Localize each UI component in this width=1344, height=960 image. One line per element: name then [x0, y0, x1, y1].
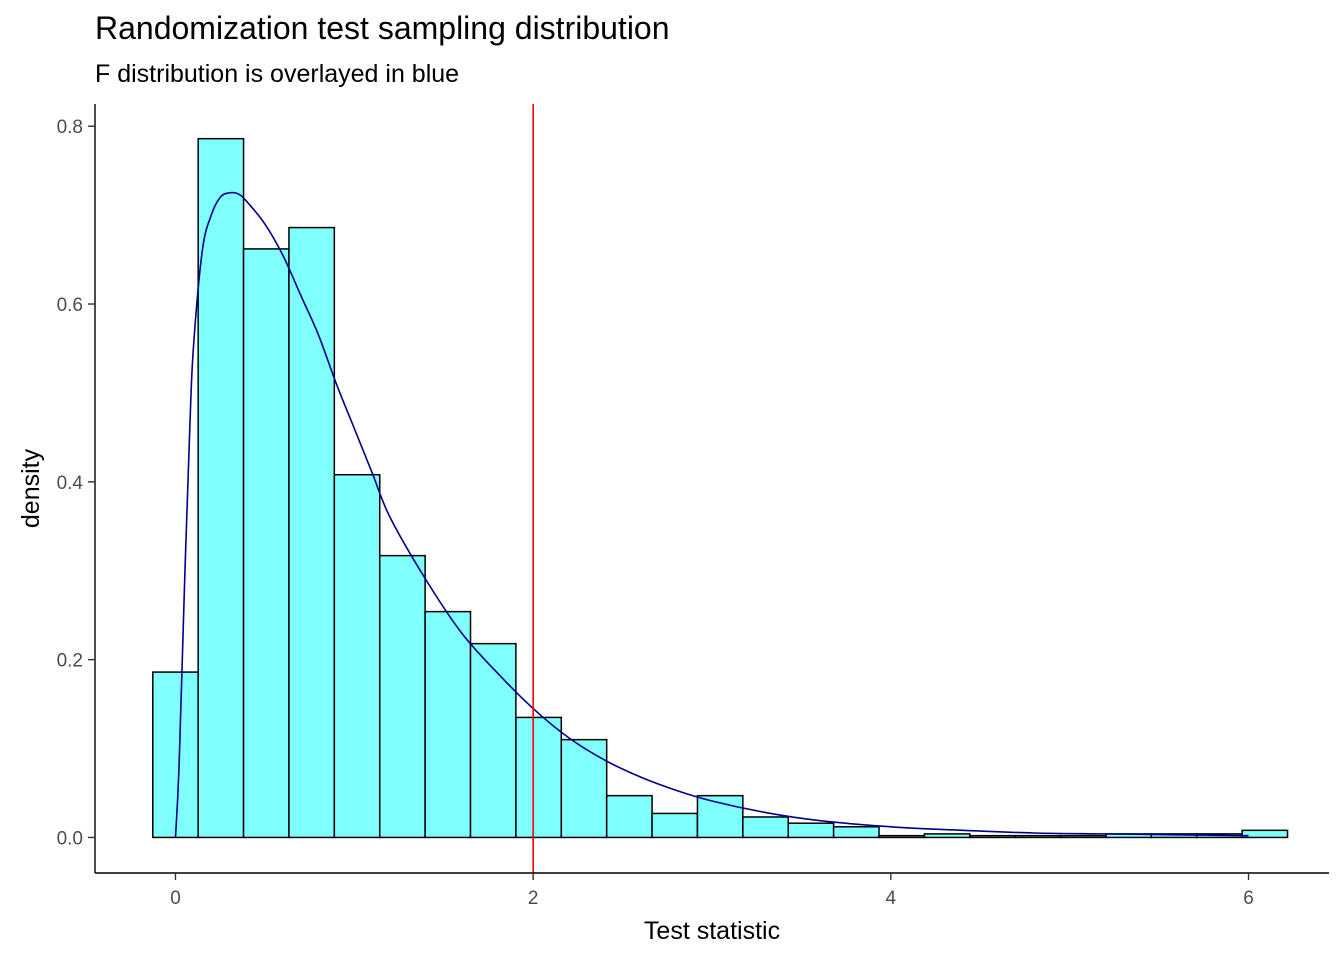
histogram-bar [787, 822, 835, 839]
x-tick-label: 4 [886, 888, 897, 909]
x-tick-label: 6 [1243, 888, 1254, 909]
x-tick-label: 0 [170, 888, 181, 909]
histogram-bar [378, 554, 426, 839]
y-tick-label: 0.0 [57, 828, 83, 849]
histogram-bar [469, 642, 517, 839]
histogram-bar [515, 716, 563, 839]
f-density-curve [174, 191, 1249, 838]
histogram-bar [560, 738, 608, 839]
histogram-bar [878, 834, 926, 839]
y-tick-label: 0.8 [57, 117, 83, 138]
histogram-bar [288, 226, 336, 839]
histogram-bar [197, 137, 245, 839]
y-axis-ticks: 0.0 0.2 0.4 0.6 0.8 [57, 117, 95, 849]
histogram-bar [605, 794, 653, 839]
histogram-bar [742, 816, 789, 839]
histogram-bar [424, 610, 472, 839]
histogram-bar [1059, 834, 1107, 839]
x-tick-label: 2 [528, 888, 539, 909]
x-axis-title: Test statistic [644, 917, 780, 945]
histogram-bar [696, 794, 744, 839]
y-tick-label: 0.2 [57, 651, 83, 672]
histogram-bar [651, 812, 699, 839]
y-tick-label: 0.4 [57, 473, 84, 494]
histogram-bar [333, 473, 381, 839]
histogram-bar [923, 833, 971, 839]
chart-subtitle: F distribution is overlayed in blue [95, 60, 460, 88]
chart-title: Randomization test sampling distribution [95, 10, 670, 46]
y-axis-title: density [17, 448, 45, 528]
histogram-bar [832, 826, 880, 839]
histogram-bar [152, 671, 199, 839]
histogram-bar [969, 834, 1016, 839]
histogram-bar [1014, 834, 1062, 839]
x-axis-ticks: 0 2 4 6 [170, 873, 1254, 909]
y-tick-label: 0.6 [57, 295, 83, 316]
histogram-bars [152, 137, 1289, 839]
histogram-bar [242, 248, 290, 839]
histogram-bar [1241, 829, 1289, 839]
